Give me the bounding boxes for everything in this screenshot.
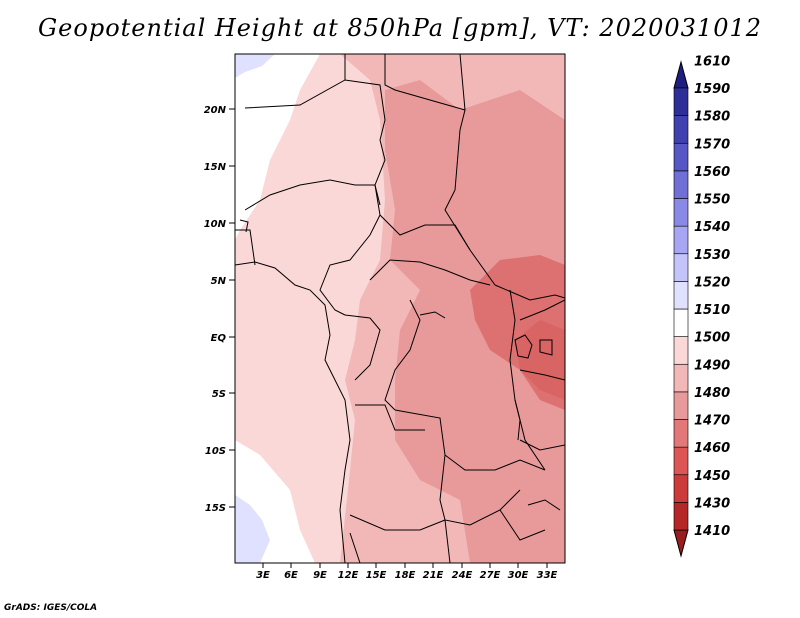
field-1480-band bbox=[385, 80, 565, 563]
colorbar-swatch bbox=[673, 170, 689, 199]
colorbar-label: 1450 bbox=[694, 469, 730, 484]
colorbar-swatch bbox=[673, 225, 689, 255]
colorbar-swatch bbox=[673, 336, 689, 365]
colorbar-swatch bbox=[673, 308, 689, 337]
colorbar-top-triangle bbox=[673, 60, 689, 89]
colorbar-swatch bbox=[673, 446, 689, 476]
colorbar-swatch bbox=[673, 363, 689, 393]
lat-tick-10n: 10N bbox=[204, 219, 227, 230]
chart-title: Geopotential Height at 850hPa [gpm], VT:… bbox=[38, 14, 762, 42]
country-borders bbox=[235, 54, 565, 563]
lon-tick-12e: 12E bbox=[338, 570, 359, 581]
colorbar-swatch bbox=[673, 474, 689, 503]
colorbar-label: 1510 bbox=[694, 303, 730, 318]
colorbar-bottom-triangle bbox=[673, 529, 689, 558]
colorbar-label: 1570 bbox=[694, 137, 730, 152]
lat-tick-10s: 10S bbox=[205, 446, 226, 457]
map-frame bbox=[234, 53, 566, 564]
colorbar-label: 1520 bbox=[694, 275, 730, 290]
colorbar-label: 1560 bbox=[694, 165, 730, 180]
lon-tick-6e: 6E bbox=[284, 570, 298, 581]
lat-tick-5s: 5S bbox=[212, 389, 226, 400]
lon-tick-27e: 27E bbox=[480, 570, 501, 581]
colorbar-label: 1470 bbox=[694, 414, 730, 429]
colorbar-label: 1410 bbox=[694, 524, 730, 539]
lat-tick-5n: 5N bbox=[211, 276, 227, 287]
field-1510-band-north bbox=[235, 54, 320, 240]
lat-tick-15n: 15N bbox=[204, 162, 227, 173]
colorbar-swatch bbox=[673, 198, 689, 227]
colorbar-label: 1480 bbox=[694, 386, 730, 401]
lon-tick-9e: 9E bbox=[313, 570, 327, 581]
colorbar-label: 1460 bbox=[694, 441, 730, 456]
colorbar-label: 1550 bbox=[694, 193, 730, 208]
lon-tick-21e: 21E bbox=[423, 570, 444, 581]
colorbar-swatch bbox=[673, 281, 689, 310]
colorbar-swatch bbox=[673, 142, 689, 172]
lat-tick-eq: EQ bbox=[211, 333, 227, 344]
colorbar-swatch bbox=[673, 419, 689, 448]
colorbar-label: 1490 bbox=[694, 358, 730, 373]
field-shading bbox=[235, 54, 565, 563]
credit-label: GrADS: IGES/COLA bbox=[4, 603, 98, 613]
lon-tick-30e: 30E bbox=[508, 570, 529, 581]
colorbar-swatch bbox=[673, 253, 689, 282]
lon-tick-24e: 24E bbox=[452, 570, 473, 581]
lon-tick-33e: 33E bbox=[537, 570, 558, 581]
colorbar: 1410 1430 1450 1460 1470 1480 1490 1500 1510 1520… bbox=[673, 54, 730, 558]
colorbar-label: 1530 bbox=[694, 248, 730, 263]
colorbar-label: 1580 bbox=[694, 110, 730, 125]
lon-axis: 3E 6E 9E 12E 15E 18E 21E 24E 27E 30E 33E bbox=[256, 563, 558, 581]
lon-tick-18e: 18E bbox=[395, 570, 416, 581]
colorbar-swatch bbox=[673, 87, 689, 116]
lon-tick-3e: 3E bbox=[256, 570, 270, 581]
colorbar-label: 1430 bbox=[694, 496, 730, 511]
lat-tick-15s: 15S bbox=[205, 503, 226, 514]
field-1520-band-north bbox=[235, 54, 275, 78]
colorbar-swatch bbox=[673, 115, 689, 144]
colorbar-swatch bbox=[673, 391, 689, 420]
colorbar-label: 1540 bbox=[694, 220, 730, 235]
lat-axis: 20N 15N 10N 5N EQ 5S 10S 15S bbox=[204, 105, 235, 514]
colorbar-label: 1610 bbox=[694, 54, 730, 69]
colorbar-label: 1500 bbox=[694, 331, 730, 346]
lon-tick-15e: 15E bbox=[366, 570, 387, 581]
colorbar-label: 1590 bbox=[694, 82, 730, 97]
colorbar-swatch bbox=[673, 502, 689, 531]
lat-tick-20n: 20N bbox=[204, 105, 227, 116]
